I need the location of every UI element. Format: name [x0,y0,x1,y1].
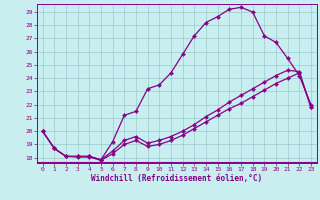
X-axis label: Windchill (Refroidissement éolien,°C): Windchill (Refroidissement éolien,°C) [91,174,262,183]
